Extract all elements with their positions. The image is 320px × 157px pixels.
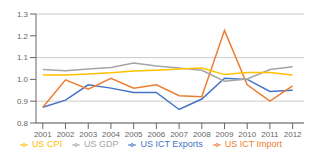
svg-text:2008: 2008 [193,130,211,139]
html-text:US ICT Exports: US ICT Exports [140,139,203,149]
svg-text:2002: 2002 [57,130,75,139]
svg-text:2006: 2006 [147,130,165,139]
svg-text:1.3: 1.3 [17,10,29,19]
html-text:US CPI: US CPI [31,139,62,149]
svg-text:0.8: 0.8 [17,119,29,128]
svg-text:1.2: 1.2 [17,32,29,41]
svg-text:2012: 2012 [284,130,302,139]
svg-text:1.0: 1.0 [17,75,29,84]
svg-text:2004: 2004 [102,130,120,139]
svg-text:2007: 2007 [170,130,188,139]
svg-text:2011: 2011 [261,130,279,139]
html-text:US GDP: US GDP [83,139,119,149]
svg-text:2005: 2005 [125,130,143,139]
svg-text:2009: 2009 [216,130,234,139]
svg-text:2003: 2003 [79,130,97,139]
svg-text:2010: 2010 [238,130,256,139]
html-text:US ICT Import: US ICT Import [224,139,283,149]
svg-text:2001: 2001 [34,130,52,139]
svg-text:0.9: 0.9 [17,97,29,106]
svg-text:1.1: 1.1 [17,53,29,62]
